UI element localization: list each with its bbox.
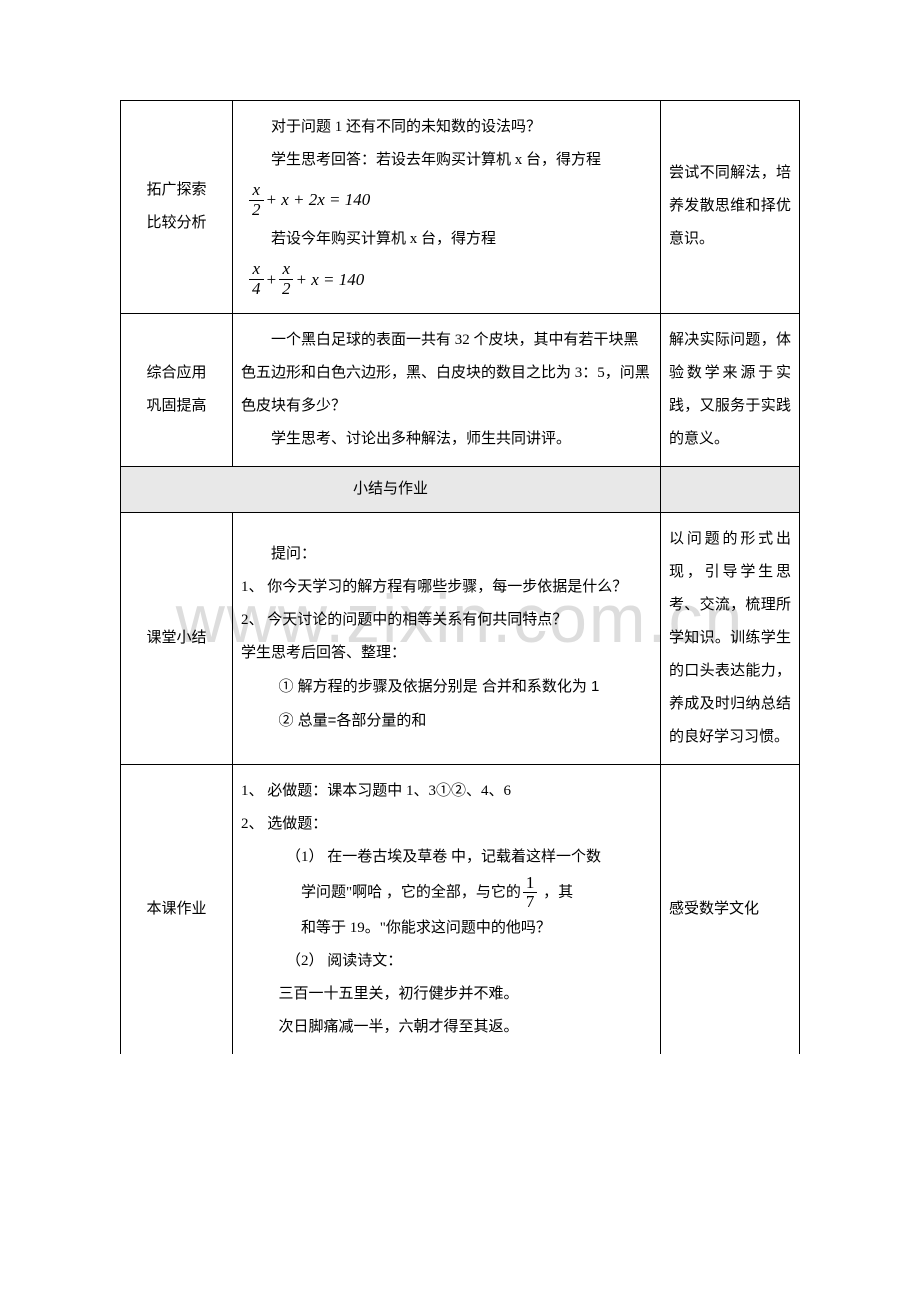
text-r1-p3: 若设今年购买计算机 x 台，得方程 [241, 223, 652, 256]
cell-right-application: 解决实际问题，体验数学来源于实践，又服务于实践的意义。 [661, 313, 800, 466]
frac-2b-num: x [279, 260, 294, 279]
text-r4-l2: 2、 选做题： [241, 808, 652, 841]
text-r3-c2: ② 总量=各部分量的和 [241, 704, 652, 738]
text-r4-s1b: 学问题"啊哈 ，它的全部，与它的 1 7 ，其 [241, 874, 652, 912]
frac-2a-num: x [249, 260, 264, 279]
page-container: 拓广探索 比较分析 对于问题 1 还有不同的未知数的设法吗？ 学生思考回答：若设… [0, 0, 920, 1114]
cell-mid-class-summary: 提问： 1、 你今天学习的解方程有哪些步骤，每一步依据是什么？ 2、 今天讨论的… [233, 512, 661, 764]
text-r4-s1b-b: ，其 [539, 884, 573, 900]
cell-right-exploration: 尝试不同解法，培养发散思维和择优意识。 [661, 101, 800, 314]
text-r3-l1: 1、 你今天学习的解方程有哪些步骤，每一步依据是什么？ [241, 571, 652, 604]
text-r4-p3: 三百一十五里关，初行健步并不难。 [241, 978, 652, 1011]
frac-1-7-num: 1 [523, 874, 538, 893]
text-r3-p2: 学生思考后回答、整理： [241, 637, 652, 670]
frac-2b-den: 2 [279, 279, 294, 299]
cell-right-homework: 感受数学文化 [661, 764, 800, 1054]
cell-summary-header: 小结与作业 [121, 466, 661, 512]
row-homework: 本课作业 1、 必做题：课本习题中 1、3①②、4、6 2、 选做题： （1） … [121, 764, 800, 1054]
cell-mid-exploration: 对于问题 1 还有不同的未知数的设法吗？ 学生思考回答：若设去年购买计算机 x … [233, 101, 661, 314]
equation-1: x 2 + x + 2x = 140 [241, 181, 652, 219]
text-r3-l2: 2、 今天讨论的问题中的相等关系有何共同特点？ [241, 604, 652, 637]
text-r4-s1a: （1） 在一卷古埃及草卷 中，记载着这样一个数 [241, 841, 652, 874]
cell-left-application: 综合应用 巩固提高 [121, 313, 233, 466]
eq1-rest: + x + 2x = 140 [266, 188, 371, 212]
text-r4-l1: 1、 必做题：课本习题中 1、3①②、4、6 [241, 775, 652, 808]
text-r1-p1: 对于问题 1 还有不同的未知数的设法吗？ [241, 111, 652, 144]
text-r4-s2: （2） 阅读诗文： [241, 945, 652, 978]
text-r1-p2: 学生思考回答：若设去年购买计算机 x 台，得方程 [241, 144, 652, 177]
eq2-plus: + [266, 268, 277, 292]
eq2-rest: + x = 140 [295, 268, 364, 292]
frac-1-7-den: 7 [523, 892, 538, 912]
equation-2: x 4 + x 2 + x = 140 [241, 260, 652, 298]
frac-1-7: 1 7 [523, 874, 538, 912]
lesson-table: 拓广探索 比较分析 对于问题 1 还有不同的未知数的设法吗？ 学生思考回答：若设… [120, 100, 800, 1054]
label-exploration-2: 比较分析 [129, 207, 224, 240]
cell-mid-homework: 1、 必做题：课本习题中 1、3①②、4、6 2、 选做题： （1） 在一卷古埃… [233, 764, 661, 1054]
frac-1-den: 2 [249, 200, 264, 220]
frac-2a-den: 4 [249, 279, 264, 299]
text-r4-s1c: 和等于 19。"你能求这问题中的他吗？ [241, 912, 652, 945]
frac-1: x 2 [249, 181, 264, 219]
label-exploration-1: 拓广探索 [129, 174, 224, 207]
text-r4-p4: 次日脚痛减一半，六朝才得至其返。 [241, 1011, 652, 1044]
cell-mid-application: 一个黑白足球的表面一共有 32 个皮块，其中有若干块黑色五边形和白色六边形，黑、… [233, 313, 661, 466]
text-r2-p1: 一个黑白足球的表面一共有 32 个皮块，其中有若干块黑色五边形和白色六边形，黑、… [241, 324, 652, 423]
row-exploration: 拓广探索 比较分析 对于问题 1 还有不同的未知数的设法吗？ 学生思考回答：若设… [121, 101, 800, 314]
text-r4-s1b-a: 学问题"啊哈 ，它的全部，与它的 [301, 884, 521, 900]
text-r3-c1: ① 解方程的步骤及依据分别是 合并和系数化为 1 [241, 670, 652, 704]
cell-summary-right-empty [661, 466, 800, 512]
cell-left-homework: 本课作业 [121, 764, 233, 1054]
frac-1-num: x [249, 181, 264, 200]
frac-2a: x 4 [249, 260, 264, 298]
cell-right-class-summary: 以问题的形式出现，引导学生思考、交流，梳理所学知识。训练学生的口头表达能力，养成… [661, 512, 800, 764]
cell-left-exploration: 拓广探索 比较分析 [121, 101, 233, 314]
row-application: 综合应用 巩固提高 一个黑白足球的表面一共有 32 个皮块，其中有若干块黑色五边… [121, 313, 800, 466]
row-class-summary: 课堂小结 提问： 1、 你今天学习的解方程有哪些步骤，每一步依据是什么？ 2、 … [121, 512, 800, 764]
text-r2-p2: 学生思考、讨论出多种解法，师生共同讲评。 [241, 423, 652, 456]
cell-left-class-summary: 课堂小结 [121, 512, 233, 764]
text-r3-p1: 提问： [241, 538, 652, 571]
row-summary-header: 小结与作业 [121, 466, 800, 512]
label-application-1: 综合应用 [129, 357, 224, 390]
label-application-2: 巩固提高 [129, 390, 224, 423]
frac-2b: x 2 [279, 260, 294, 298]
